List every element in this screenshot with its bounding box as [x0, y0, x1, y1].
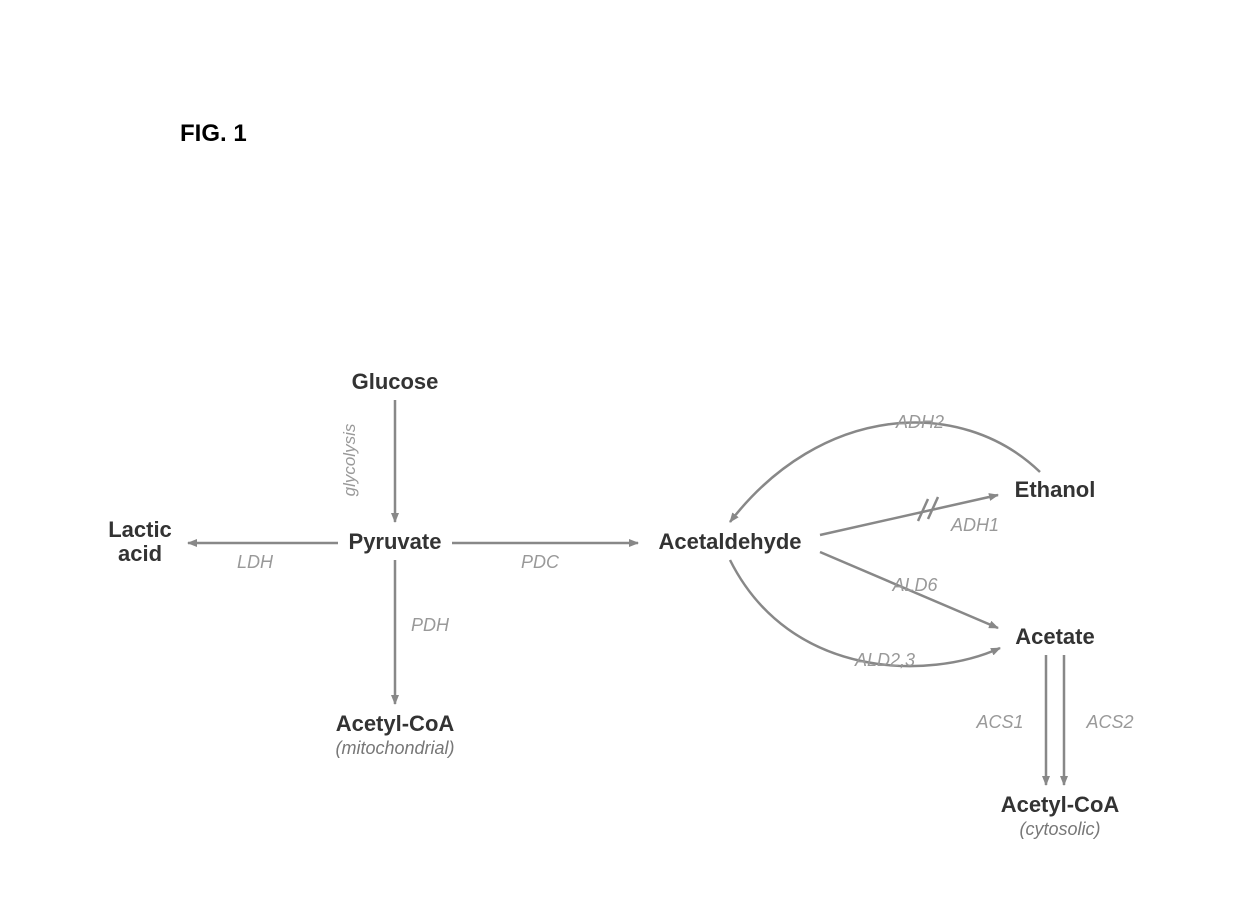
enzyme-acs1: ACS1: [965, 712, 1035, 733]
node-glucose: Glucose: [345, 370, 445, 394]
enzyme-ldh: LDH: [225, 552, 285, 573]
enzyme-acs2: ACS2: [1075, 712, 1145, 733]
enzyme-glycolysis: glycolysis: [340, 410, 360, 510]
node-acetyl-mito: Acetyl-CoA: [320, 712, 470, 736]
node-acetyl-cyto: Acetyl-CoA: [990, 793, 1130, 817]
enzyme-ald23: ALD2,3: [840, 650, 930, 671]
diagram-canvas: FIG. 1 Glucose: [0, 0, 1240, 923]
edge-adh2: [730, 423, 1040, 522]
node-lactic-acid-line2: acid: [118, 541, 162, 566]
node-lactic-acid-line1: Lactic: [108, 517, 172, 542]
node-acetyl-mito-subloc: (mitochondrial): [320, 738, 470, 759]
enzyme-adh1: ADH1: [940, 515, 1010, 536]
node-pyruvate: Pyruvate: [345, 530, 445, 554]
enzyme-pdc: PDC: [510, 552, 570, 573]
node-acetyl-cyto-subloc: (cytosolic): [1000, 819, 1120, 840]
enzyme-adh2: ADH2: [885, 412, 955, 433]
node-ethanol: Ethanol: [1005, 478, 1105, 502]
enzyme-pdh: PDH: [400, 615, 460, 636]
node-acetaldehyde: Acetaldehyde: [645, 530, 815, 554]
enzyme-ald6: ALD6: [880, 575, 950, 596]
arrows-layer: [0, 0, 1240, 923]
node-lactic-acid: Lactic acid: [100, 518, 180, 566]
node-acetate: Acetate: [1005, 625, 1105, 649]
